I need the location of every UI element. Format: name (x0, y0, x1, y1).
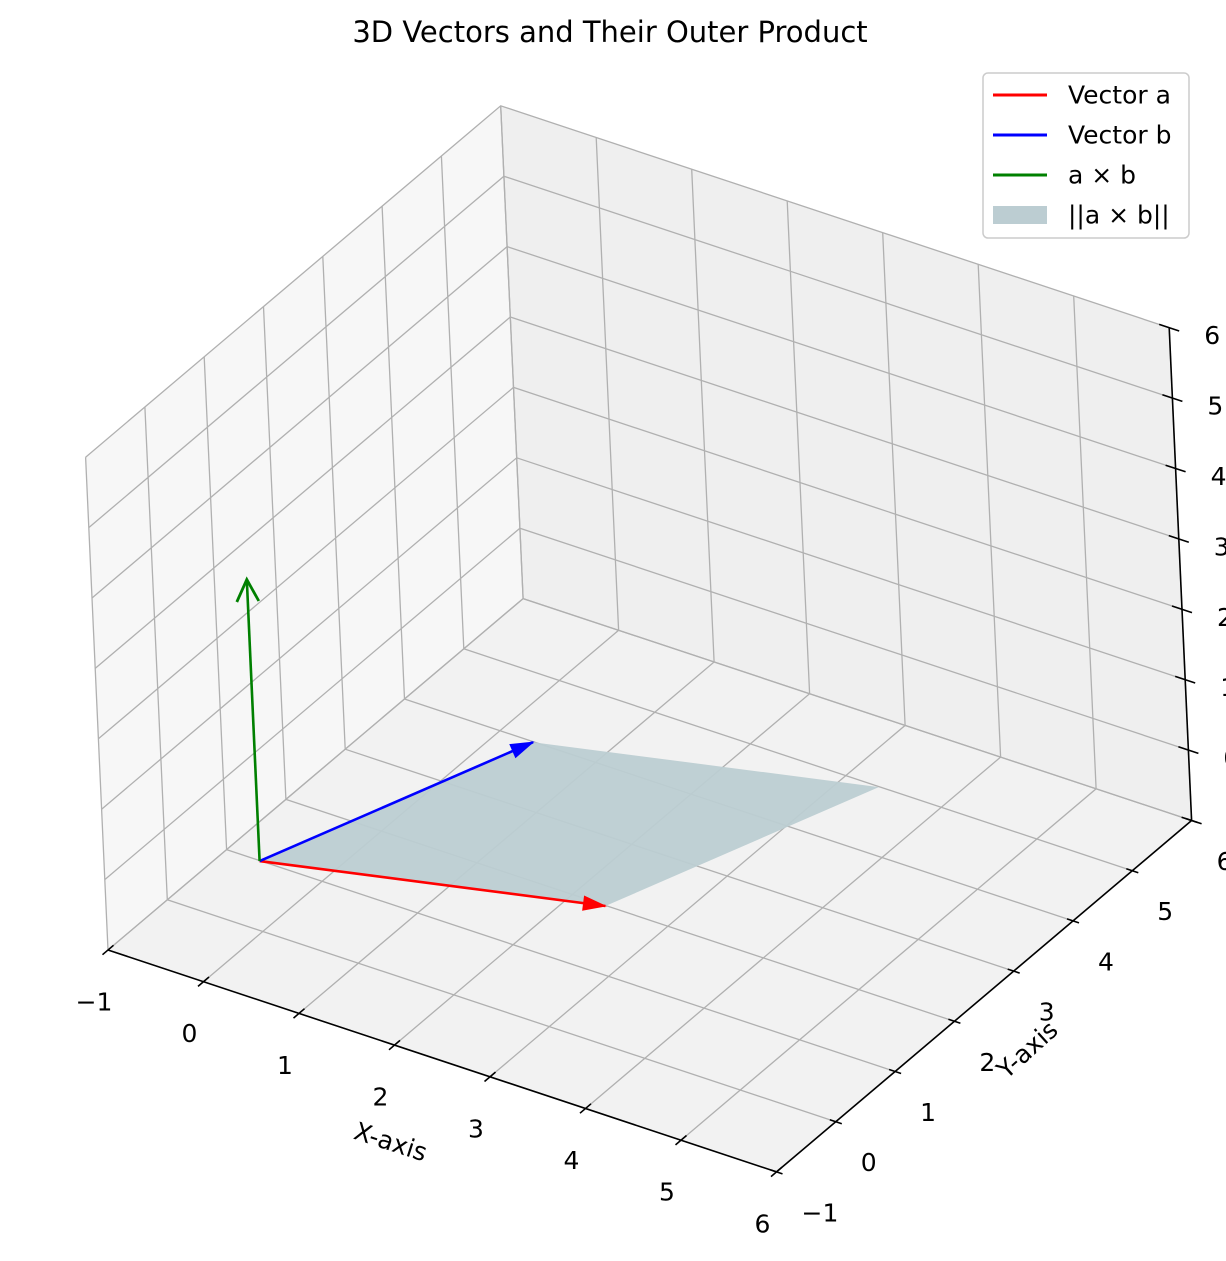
tick-mark (483, 1071, 497, 1083)
tick-mark (1162, 394, 1183, 403)
z-tick-label: 2 (1217, 603, 1226, 632)
z-axis-line (1168, 327, 1193, 821)
tick-mark (1168, 534, 1190, 543)
legend-box (982, 72, 1190, 239)
tick-labels: −1−1−1000111222333444555666 (76, 321, 1226, 1238)
tick-mark (948, 1018, 961, 1025)
vector-arrow-3 (235, 576, 261, 862)
tick-mark (101, 944, 115, 956)
z-tick-label: 0 (1223, 744, 1226, 773)
tick-mark (1178, 746, 1199, 755)
y-axis-label: Y-axis (990, 1015, 1063, 1085)
gridline-y (144, 406, 837, 1123)
legend: Vector a Vector b a × b ||a × b|| (982, 72, 1190, 239)
tick-mark (770, 1166, 783, 1178)
legend-swatch (993, 206, 1047, 224)
legend-label: a × b (1068, 161, 1136, 190)
gridline-y (262, 306, 955, 1022)
back-pane (500, 105, 1192, 821)
x-tick-label: 3 (468, 1114, 484, 1143)
z-tick-label: 3 (1214, 532, 1226, 561)
z-tick-label: 6 (1204, 321, 1220, 350)
y-tick-label: −1 (802, 1198, 839, 1227)
y-tick-label: 4 (1098, 947, 1114, 976)
gridline-y (440, 155, 1133, 872)
legend-item: Vector b (993, 121, 1171, 150)
x-tick-label: 6 (755, 1209, 771, 1238)
legend-item: ||a × b|| (993, 201, 1170, 230)
z-tick-label: 4 (1211, 462, 1226, 491)
x-tick-label: −1 (76, 988, 113, 1017)
x-tick-label: 5 (659, 1178, 675, 1207)
tick-mark (829, 1118, 843, 1125)
gridline-y (381, 206, 1074, 922)
tick-mark (1066, 918, 1080, 924)
parallelogram-area (259, 742, 879, 906)
tick-marks (101, 323, 1202, 1178)
chart-title: 3D Vectors and Their Outer Product (352, 15, 867, 49)
tick-mark (1171, 605, 1193, 614)
gridline-z (85, 105, 1170, 458)
plot-data (235, 576, 879, 911)
tick-mark (1165, 464, 1186, 473)
tick-mark (197, 976, 210, 988)
y-tick-label: 5 (1157, 897, 1173, 926)
tick-mark (292, 1008, 306, 1019)
x-axis-label: X-axis (350, 1117, 430, 1168)
tick-mark (674, 1134, 688, 1146)
z-tick-label: 5 (1207, 392, 1223, 421)
vector-arrow-2 (259, 741, 535, 863)
left-pane (85, 105, 524, 951)
y-tick-label: 0 (861, 1148, 877, 1177)
gridline-y (322, 256, 1014, 972)
y-axis-line (775, 819, 1193, 1173)
tick-mark (1126, 867, 1139, 874)
tick-mark (1007, 968, 1020, 974)
tick-mark (1185, 817, 1198, 824)
y-tick-label: 2 (979, 1048, 995, 1077)
x-tick-label: 0 (182, 1019, 198, 1048)
vector-arrow-1 (259, 859, 608, 911)
legend-item: a × b (993, 161, 1136, 190)
y-tick-label: 1 (920, 1098, 936, 1127)
tick-mark (888, 1068, 902, 1075)
axis-lines (107, 327, 1193, 1173)
x-tick-label: 4 (564, 1146, 580, 1175)
x-tick-label: 2 (373, 1083, 389, 1112)
z-tick-label: 1 (1220, 673, 1226, 702)
tick-mark (388, 1039, 401, 1051)
gridlines (84, 105, 1193, 1173)
gridline-y (203, 356, 896, 1073)
legend-label: Vector a (1068, 81, 1171, 110)
gridline-y (500, 105, 1192, 822)
x-tick-label: 1 (277, 1051, 293, 1080)
tick-mark (1174, 675, 1196, 684)
x-axis-line (107, 949, 777, 1173)
tick-mark (1158, 323, 1180, 332)
legend-label: ||a × b|| (1068, 201, 1170, 230)
legend-item: Vector a (993, 81, 1171, 110)
legend-label: Vector b (1068, 121, 1171, 150)
y-tick-label: 3 (1039, 998, 1055, 1027)
y-tick-label: 6 (1217, 847, 1226, 876)
tick-mark (579, 1103, 592, 1114)
axes-panes (85, 105, 1192, 1172)
